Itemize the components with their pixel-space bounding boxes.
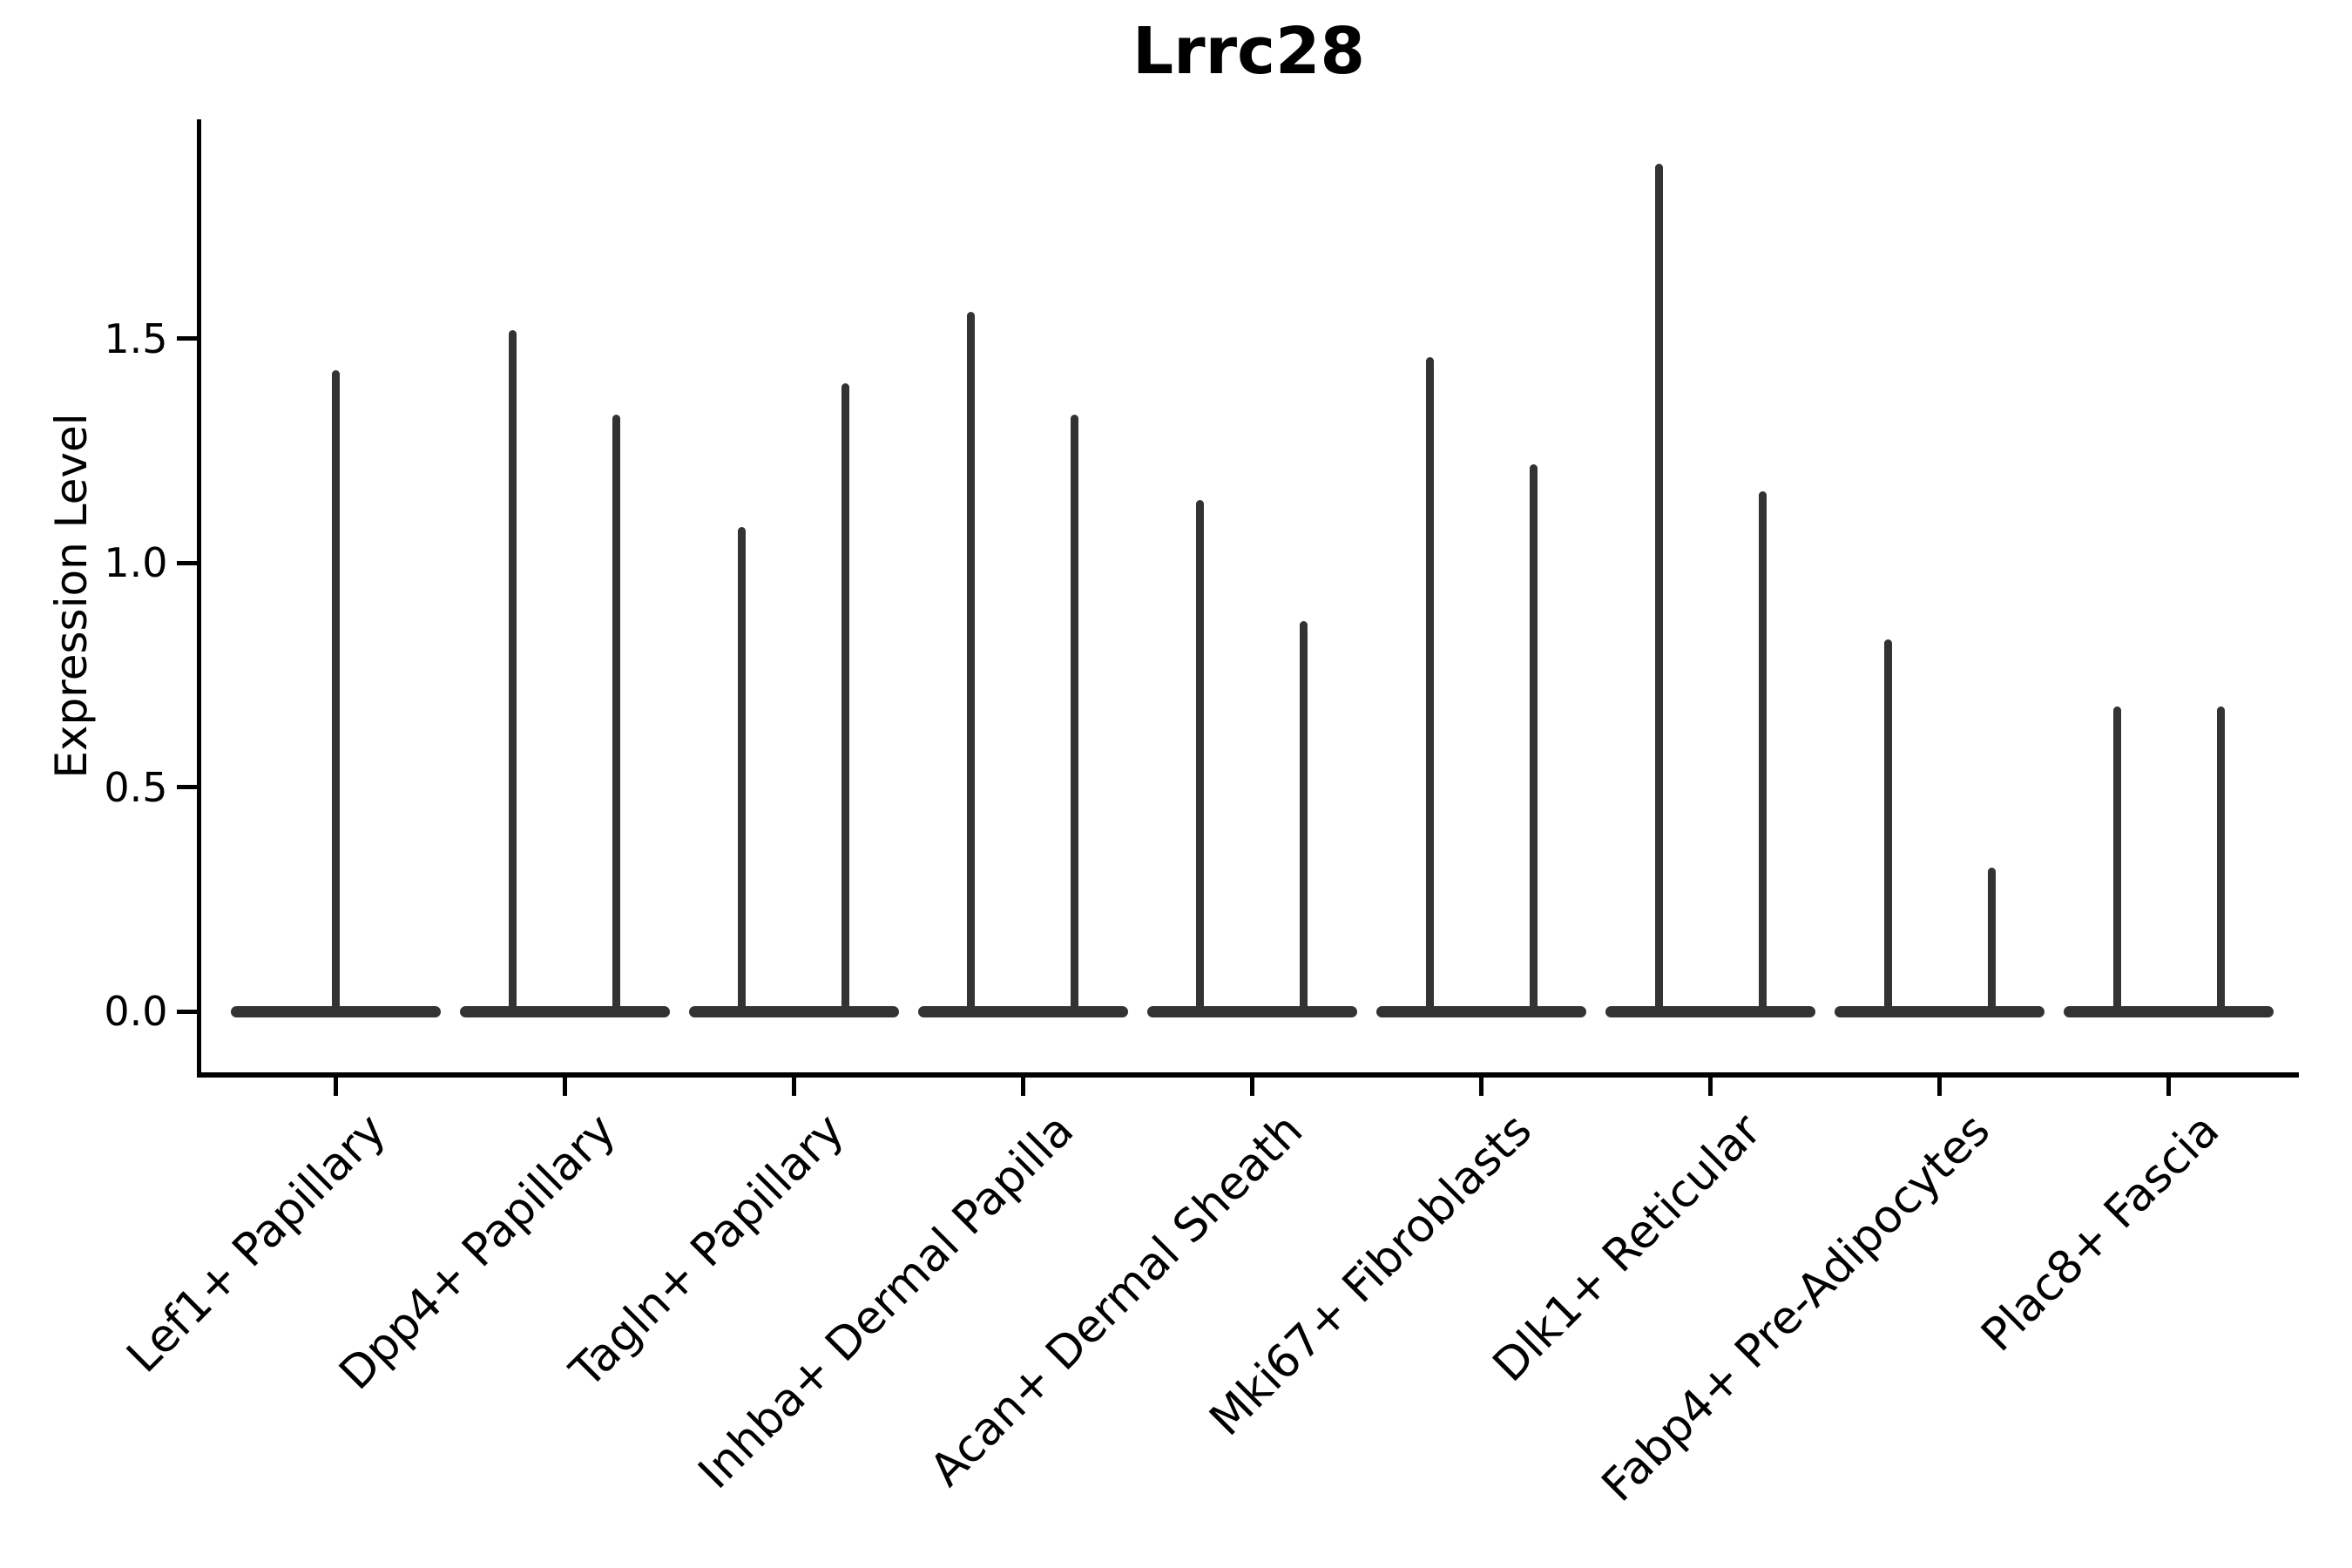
y-tick-mark — [176, 1009, 199, 1014]
violin-tail-spike — [612, 415, 621, 1013]
violin-tail-spike — [1987, 868, 1996, 1013]
x-tick-mark — [333, 1075, 338, 1096]
violin-tail-spike — [2216, 706, 2225, 1013]
x-axis-spine — [196, 1072, 2299, 1078]
violin-tail-spike — [509, 329, 517, 1013]
violin-body — [688, 1005, 899, 1017]
y-tick-mark — [176, 560, 199, 565]
violin-body — [459, 1005, 670, 1017]
x-tick-mark — [2166, 1075, 2172, 1096]
y-tick-mark — [176, 785, 199, 790]
violin-body — [2064, 1005, 2274, 1017]
x-tick-label: Inhba+ Dermal Papilla — [688, 1104, 1085, 1499]
x-tick-mark — [1479, 1075, 1484, 1096]
violin-body — [1376, 1005, 1586, 1017]
x-tick-label: Acan+ Dermal Sheath — [920, 1104, 1314, 1497]
x-tick-mark — [1020, 1075, 1025, 1096]
y-tick-mark — [176, 336, 199, 341]
x-tick-label: Plac8+ Fascia — [1971, 1104, 2230, 1362]
violin-tail-spike — [1758, 490, 1767, 1013]
violin-tail-spike — [841, 383, 850, 1013]
violin-body — [1146, 1005, 1357, 1017]
violin-tail-spike — [1529, 464, 1538, 1013]
violin-tail-spike — [967, 312, 976, 1013]
violin-body — [917, 1005, 1128, 1017]
violin-tail-spike — [1071, 415, 1079, 1013]
x-tick-label: Fabp4+ Pre-Adipocytes — [1592, 1104, 2001, 1512]
violin-tail-spike — [738, 527, 747, 1013]
x-tick-mark — [1708, 1075, 1713, 1096]
violin-tail-spike — [1196, 500, 1205, 1013]
y-axis-spine — [196, 119, 201, 1078]
violin-tail-spike — [331, 369, 340, 1013]
x-tick-mark — [791, 1075, 796, 1096]
y-tick-label: 0.5 — [104, 763, 168, 811]
violin-tail-spike — [1654, 164, 1663, 1013]
violin-tail-spike — [1425, 356, 1434, 1013]
y-tick-label: 1.0 — [104, 539, 168, 587]
violin-tail-spike — [1300, 621, 1308, 1013]
chart-title: Lrrc28 — [1132, 14, 1365, 89]
x-tick-mark — [562, 1075, 567, 1096]
x-tick-mark — [1249, 1075, 1254, 1096]
violin-body — [1835, 1005, 2045, 1017]
violin-tail-spike — [2112, 706, 2121, 1013]
violin-tail-spike — [1883, 639, 1892, 1013]
violin-body — [1605, 1005, 1816, 1017]
y-tick-label: 1.5 — [104, 314, 168, 362]
x-tick-mark — [1937, 1075, 1943, 1096]
y-tick-label: 0.0 — [104, 988, 168, 1035]
